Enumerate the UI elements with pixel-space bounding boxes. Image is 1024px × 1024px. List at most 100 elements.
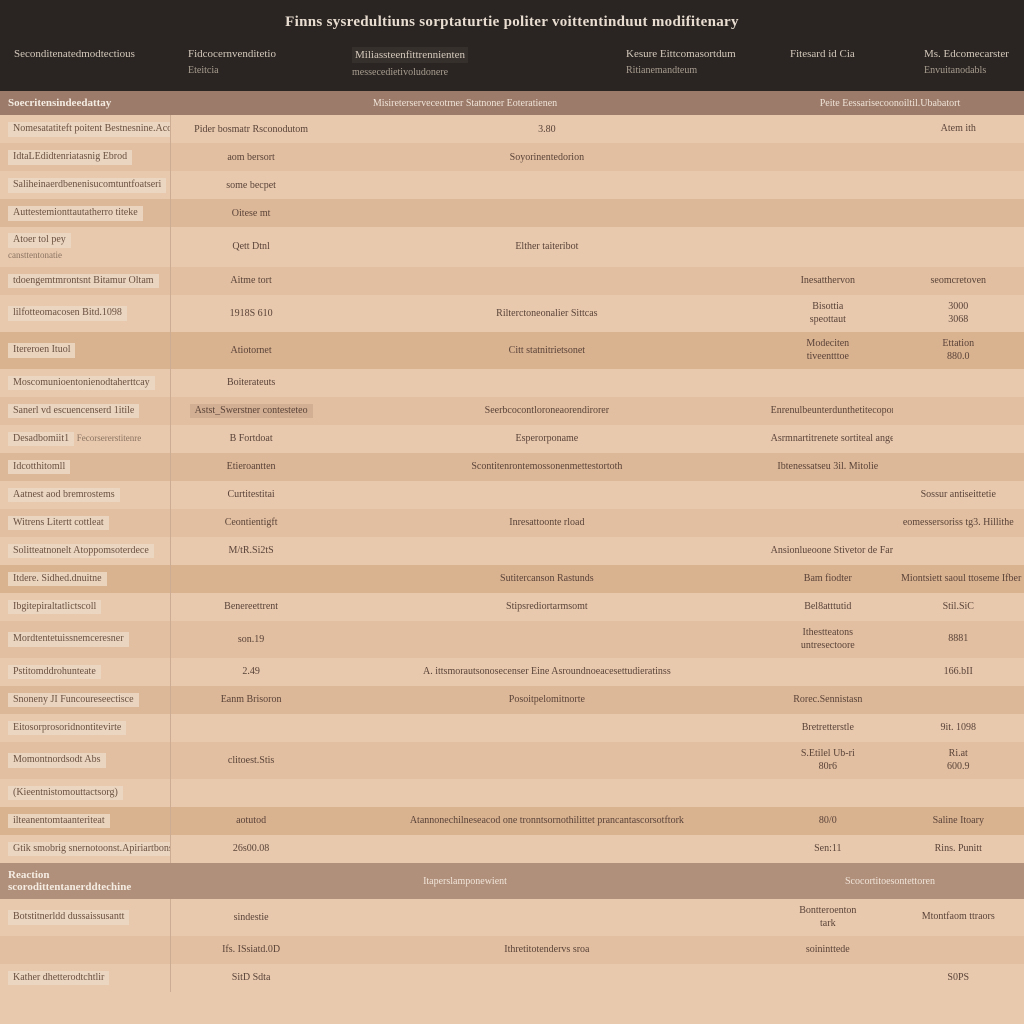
row-col3: Posoitpelomitnorte <box>331 686 762 714</box>
row-col2: Curtitestitai <box>171 481 332 509</box>
row-col3: Elther taiteribot <box>331 227 762 267</box>
page-title: Finns sysredultiuns sorptaturtie politer… <box>10 14 1014 31</box>
row-col2: 2.49 <box>171 658 332 686</box>
row-col3: Citt statnitrietsonet <box>331 332 762 369</box>
row-label: Kather dhetterodtchtlir <box>0 964 171 992</box>
row-col2: 1918S 610 <box>171 295 332 332</box>
row-col5 <box>893 397 1023 425</box>
band2-right: Scocortitoesontettoren <box>760 876 1020 887</box>
row-col4 <box>763 481 893 509</box>
row-label: (Kieentnistomouttactsorg) <box>0 779 171 807</box>
row-col2: Ifs. ISsiatd.0D <box>171 936 332 964</box>
row-col3: Scontitenrontemossonenmettestortoth <box>331 453 762 481</box>
row-label: Auttestemionttautatherro titeke <box>0 199 171 227</box>
row-col2: SitD Sdta <box>171 964 332 992</box>
row-col5 <box>893 369 1023 397</box>
row-col2: son.19 <box>171 621 332 658</box>
row-col4: Inesatthervon <box>763 267 893 295</box>
row-col5: Atem ith <box>893 115 1023 143</box>
row-col3 <box>331 171 762 199</box>
row-col3 <box>331 199 762 227</box>
row-label: Aatnest aod bremrostems <box>0 481 171 509</box>
row-label: Snoneny JI Funcoureseectisce <box>0 686 171 714</box>
header-panel: Finns sysredultiuns sorptaturtie politer… <box>0 0 1024 91</box>
col-header-1: Seconditenatedmodtectious <box>10 45 180 81</box>
row-col5: Rins. Punitt <box>893 835 1023 863</box>
row-label: IdtaLEdidtenriatasnig Ebrod <box>0 143 171 171</box>
table-row: Nomesatatiteft poitent Bestnesnine.Acove… <box>0 115 1024 143</box>
row-col2 <box>171 565 332 593</box>
row-col5: Sossur antiseittetie <box>893 481 1023 509</box>
row-col5 <box>893 425 1023 453</box>
row-col3 <box>331 899 762 936</box>
row-label: Itereroen Ituol <box>0 332 171 369</box>
row-col3: Atannonechilneseacod one tronntsornothil… <box>331 807 762 835</box>
row-col3: 3.80 <box>331 115 762 143</box>
row-col4: Bam fiodter <box>763 565 893 593</box>
row-col3: Sutitercanson Rastunds <box>331 565 762 593</box>
row-label: Desadbomiit1 Fecorsererstitenre <box>0 425 171 453</box>
row-col3 <box>331 835 762 863</box>
row-label: Solitteatnonelt Atoppomsoterdece <box>0 537 171 565</box>
row-col5: S0PS <box>893 964 1023 992</box>
row-label-text: Eitosorprosoridnontitevirte <box>8 721 126 736</box>
row-col4: Sen:11 <box>763 835 893 863</box>
row-col4 <box>763 199 893 227</box>
row-label: Witrens Litertt cottleat <box>0 509 171 537</box>
table-row: lilfotteomacosen Bitd.10981918S 610Rilte… <box>0 295 1024 332</box>
row-col5: Ettation880.0 <box>893 332 1023 369</box>
band1-left: Soecritensindeedattay <box>0 97 170 109</box>
row-col2: aom bersort <box>171 143 332 171</box>
band1-right: Peite Eessarisecoonoiltil.Ubabatort <box>760 98 1020 109</box>
row-col4: 80/0 <box>763 807 893 835</box>
row-col5 <box>893 143 1023 171</box>
row-col4 <box>763 227 893 267</box>
row-col2: some becpet <box>171 171 332 199</box>
row-label: Saliheinaerdbenenisucomtuntfoatseri <box>0 171 171 199</box>
row-col3: A. ittsmorautsonosecenser Eine Asroundno… <box>331 658 762 686</box>
band2-mid: Itaperslamponewient <box>170 876 760 887</box>
row-label-text: Idcotthitomll <box>8 460 70 475</box>
table-row: Snoneny JI FuncoureseectisceEanm Brisoro… <box>0 686 1024 714</box>
col-header-3: Miliassteenfittrennientenmessecedietivol… <box>348 45 618 81</box>
row-col3 <box>331 779 762 807</box>
table-row: Aatnest aod bremrostemsCurtitestitai Soss… <box>0 481 1024 509</box>
row-col4: Bretretterstle <box>763 714 893 742</box>
row-label-text: Gtik smobrig snernotoonst.Apiriartbons <box>8 842 171 857</box>
row-label-text: Nomesatatiteft poitent Bestnesnine.Acove… <box>8 122 171 137</box>
table-row: IdtaLEdidtenriatasnig Ebrodaom bersortSo… <box>0 143 1024 171</box>
row-col3 <box>331 481 762 509</box>
row-col4: Rorec.Sennistasn <box>763 686 893 714</box>
row-col5: 9it. 1098 <box>893 714 1023 742</box>
row-label-text: Itereroen Ituol <box>8 343 75 358</box>
band2-left: Reaction scorodittentanerddtechine <box>0 869 170 893</box>
row-col4: soininttede <box>763 936 893 964</box>
row-col3 <box>331 537 762 565</box>
col-header-5: Fitesard id Cia <box>786 45 916 81</box>
row-label: Nomesatatiteft poitent Bestnesnine.Acove… <box>0 115 171 143</box>
row-col4 <box>763 369 893 397</box>
data-table-2: Botstitnerldd dussaissusanttsindestieBon… <box>0 899 1024 992</box>
row-label-text: Ibgitepiraltatlictscoll <box>8 600 101 615</box>
table-row: Witrens Litertt cottleatCeontientigftInr… <box>0 509 1024 537</box>
row-col2: B Fortdoat <box>171 425 332 453</box>
row-label: Ibgitepiraltatlictscoll <box>0 593 171 621</box>
row-col2: M/tR.Si2tS <box>171 537 332 565</box>
row-col5 <box>893 453 1023 481</box>
row-col2: Aitme tort <box>171 267 332 295</box>
row-label: Momontnordsodt Abs <box>0 742 171 779</box>
row-col4: Bisottiaspeottaut <box>763 295 893 332</box>
table-row: Itereroen ItuolAtiotornetCitt statnitrie… <box>0 332 1024 369</box>
row-col4 <box>763 779 893 807</box>
row-label-text: Witrens Litertt cottleat <box>8 516 109 531</box>
table-row: Solitteatnonelt AtoppomsoterdeceM/tR.Si2… <box>0 537 1024 565</box>
row-col5: Stil.SiC <box>893 593 1023 621</box>
row-label: ilteanentomtaanteriteat <box>0 807 171 835</box>
table-row: MoscomunioentonienodtaherttcayBoiterateu… <box>0 369 1024 397</box>
row-col5: 8881 <box>893 621 1023 658</box>
row-label-text: Mordtentetuissnemceresner <box>8 632 129 647</box>
col-header-6: Ms. EdcomecarsterEnvuitanodabls <box>920 45 1024 81</box>
row-label-text: Desadbomiit1 <box>8 432 74 447</box>
row-col3: Rilterctoneonalier Sittcas <box>331 295 762 332</box>
row-col3: Esperorponame <box>331 425 762 453</box>
